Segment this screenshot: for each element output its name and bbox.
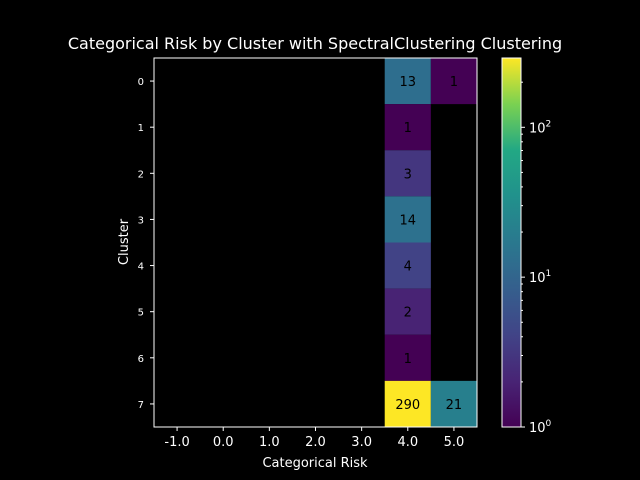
heatmap-cell — [384, 334, 431, 381]
chart-title: Categorical Risk by Cluster with Spectra… — [68, 34, 562, 53]
x-tick-label: -1.0 — [164, 435, 189, 450]
y-tick-label: 6 — [138, 354, 144, 365]
x-axis: -1.0 0.0 1.0 2.0 3.0 4.0 5.0 — [164, 427, 464, 450]
cell-value-label: 14 — [400, 213, 417, 228]
colorbar-tick-label: 102 — [529, 119, 551, 136]
cell-value-label: 13 — [400, 75, 417, 90]
heatmap-cell — [384, 150, 431, 197]
heatmap-cell — [430, 58, 477, 105]
y-tick-label: 7 — [138, 400, 144, 411]
heatmap-cell — [384, 288, 431, 335]
colorbar-axis: 100 101 102 — [521, 81, 552, 436]
x-tick-label: 0.0 — [213, 435, 234, 450]
cell-value-label: 1 — [404, 352, 412, 367]
cell-value-label: 21 — [446, 398, 463, 413]
cell-value-label: 4 — [404, 260, 412, 275]
y-axis: 0 1 2 3 4 5 6 7 — [138, 77, 154, 411]
cell-value-label: 1 — [450, 75, 458, 90]
x-axis-label: Categorical Risk — [262, 456, 368, 471]
cell-value-label: 2 — [404, 306, 412, 321]
colorbar — [501, 57, 522, 428]
heatmap-cell — [384, 196, 431, 243]
heatmap-cell — [384, 58, 431, 105]
y-tick-label: 0 — [138, 77, 144, 88]
y-tick-label: 3 — [138, 215, 144, 226]
x-tick-label: 2.0 — [305, 435, 326, 450]
cell-value-label: 1 — [404, 121, 412, 136]
colorbar-tick-label: 100 — [529, 419, 552, 436]
y-tick-label: 1 — [138, 123, 144, 134]
x-tick-label: 4.0 — [397, 435, 418, 450]
cell-value-label: 290 — [395, 398, 420, 413]
colorbar-tick-label: 101 — [529, 269, 551, 286]
x-tick-label: 3.0 — [351, 435, 372, 450]
heatmap-cell — [384, 104, 431, 151]
cell-value-label: 3 — [404, 167, 412, 182]
x-tick-label: 1.0 — [259, 435, 280, 450]
y-tick-label: 4 — [138, 262, 144, 273]
heatmap-cell — [430, 380, 477, 427]
y-axis-label: Cluster — [117, 218, 132, 265]
heatmap-cell — [384, 380, 431, 427]
y-tick-label: 2 — [138, 169, 144, 180]
heatmap-cell — [384, 242, 431, 289]
x-tick-label: 5.0 — [444, 435, 465, 450]
y-tick-label: 5 — [138, 308, 144, 319]
